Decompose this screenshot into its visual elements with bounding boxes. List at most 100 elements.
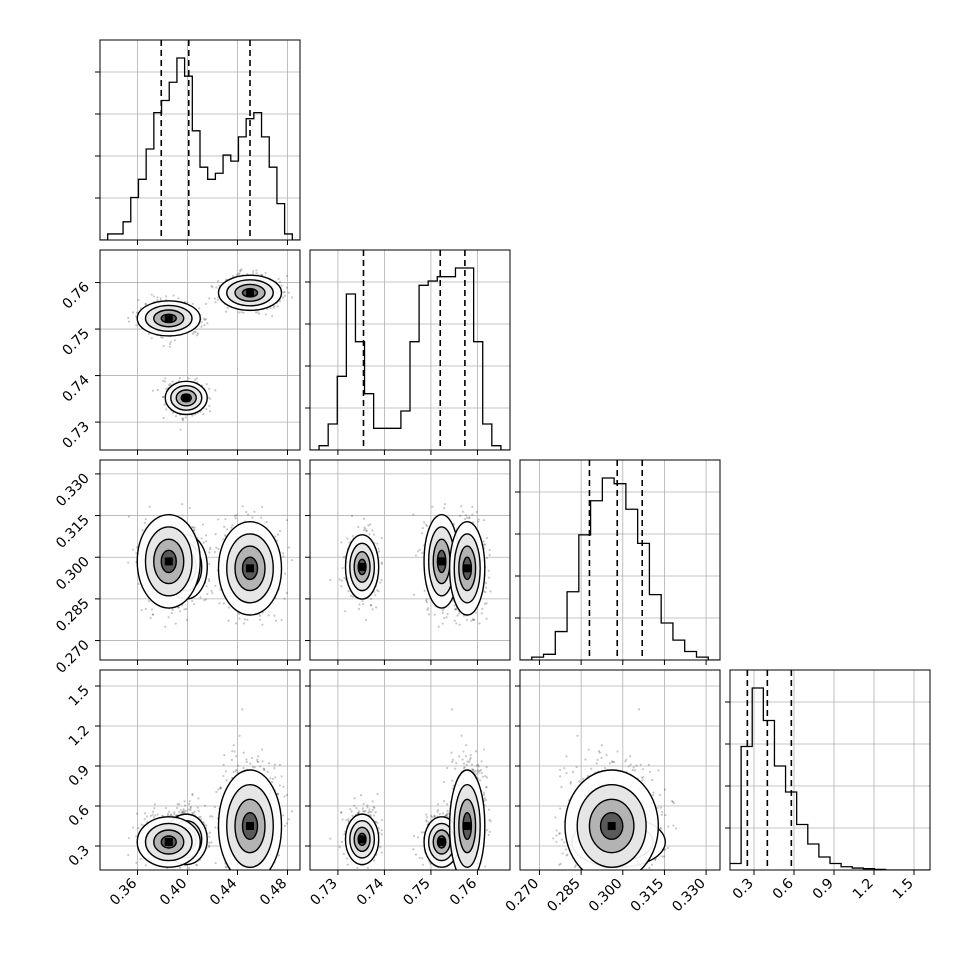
axes-frame: [99, 459, 301, 661]
sample-point: [153, 807, 156, 810]
sample-point: [188, 506, 191, 510]
sample-point: [177, 297, 180, 300]
axes-frame: [99, 39, 301, 241]
sample-point: [222, 602, 226, 605]
sample-point: [193, 526, 196, 529]
sample-point: [346, 537, 349, 540]
sample-point: [196, 806, 199, 809]
sample-point: [285, 274, 289, 278]
sample-point: [195, 863, 198, 866]
y-tick-label: 0.270: [53, 637, 93, 677]
sample-point: [460, 505, 463, 508]
sample-point: [222, 538, 225, 541]
sample-point: [196, 864, 199, 867]
sample-point: [195, 334, 199, 337]
sample-point: [344, 610, 347, 613]
sample-point: [283, 597, 286, 600]
sample-point: [192, 526, 195, 529]
sample-point: [227, 606, 230, 609]
sample-point: [161, 336, 164, 339]
sample-point: [453, 608, 457, 611]
sample-point: [204, 598, 208, 601]
sample-point: [261, 623, 264, 626]
sample-point: [183, 810, 186, 813]
sample-point: [187, 377, 190, 380]
sample-point: [178, 377, 182, 380]
sample-point: [194, 378, 197, 381]
sample-point: [421, 526, 424, 530]
sample-point: [267, 614, 270, 617]
sample-point: [414, 554, 418, 557]
sample-point: [455, 608, 458, 611]
y-tick-label: 0.315: [53, 512, 93, 552]
sample-point: [425, 599, 428, 602]
sample-point: [426, 608, 429, 611]
sample-point: [225, 528, 229, 531]
sample-point: [282, 555, 285, 558]
sample-point: [168, 384, 171, 387]
sample-point: [472, 618, 475, 621]
sample-point: [423, 589, 426, 592]
sample-point: [206, 592, 209, 596]
sample-point: [173, 811, 176, 814]
axes-frame: [99, 249, 301, 451]
sample-point: [474, 611, 477, 614]
sample-point: [192, 331, 196, 334]
sample-point: [132, 311, 135, 314]
sample-point: [182, 417, 185, 420]
sample-point: [283, 294, 287, 297]
density-peak: [164, 557, 173, 566]
contours: [344, 514, 486, 616]
sample-point: [204, 317, 208, 321]
sample-point: [215, 546, 218, 549]
panel-3-0: 0.36 0.40 0.44 0.480.30.60.91.21.5: [66, 669, 301, 909]
sample-point: [380, 578, 383, 581]
sample-point: [274, 619, 278, 622]
sample-point: [169, 813, 173, 816]
sample-point: [193, 529, 196, 532]
sample-point: [282, 552, 285, 555]
sample-point: [274, 535, 277, 538]
sample-point: [156, 296, 159, 299]
sample-point: [369, 604, 372, 607]
sample-point: [204, 534, 208, 537]
sample-point: [208, 841, 211, 844]
sample-point: [208, 562, 211, 565]
sample-point: [455, 622, 458, 625]
sample-point: [163, 403, 166, 406]
sample-point: [195, 377, 199, 380]
sample-point: [140, 609, 143, 612]
sample-point: [161, 396, 165, 399]
sample-point: [141, 529, 144, 532]
sample-point: [144, 302, 147, 305]
sample-point: [468, 516, 471, 519]
sample-point: [127, 561, 130, 564]
sample-point: [423, 521, 426, 524]
sample-point: [471, 513, 474, 516]
sample-point: [168, 345, 171, 348]
sample-point: [261, 505, 264, 509]
sample-point: [135, 311, 139, 314]
sample-point: [358, 603, 361, 606]
sample-point: [285, 286, 288, 289]
sample-point: [237, 311, 240, 314]
sample-point: [477, 520, 480, 523]
sample-point: [204, 302, 208, 305]
sample-point: [483, 543, 486, 546]
sample-point: [208, 580, 211, 583]
sample-point: [273, 614, 276, 617]
sample-point: [192, 812, 195, 815]
sample-point: [215, 286, 218, 289]
sample-point: [369, 523, 372, 526]
sample-point: [217, 548, 220, 551]
sample-point: [424, 523, 428, 526]
sample-point: [224, 534, 227, 537]
sample-point: [363, 517, 366, 520]
sample-point: [181, 503, 184, 506]
sample-point: [203, 804, 206, 807]
sample-point: [211, 285, 214, 289]
sample-point: [260, 516, 263, 519]
sample-point: [487, 569, 490, 572]
sample-point: [256, 311, 259, 314]
